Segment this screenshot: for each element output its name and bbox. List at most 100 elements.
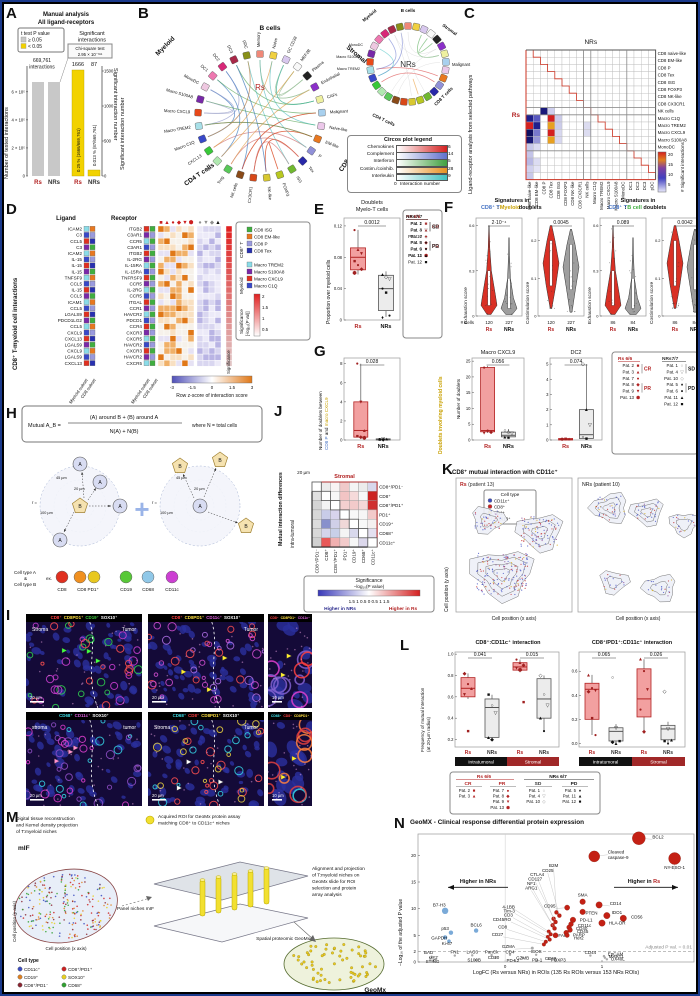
heatmap-cell bbox=[590, 64, 599, 72]
cell-dot bbox=[503, 556, 505, 559]
ytick: 0.2 bbox=[572, 717, 578, 722]
cell-dot bbox=[520, 563, 522, 565]
col-label: Macro CXCL9 bbox=[606, 181, 611, 209]
speck bbox=[59, 804, 62, 806]
heat-cell bbox=[169, 280, 177, 288]
row-label: Macro C1Q bbox=[658, 116, 681, 121]
violin-dot bbox=[510, 266, 512, 268]
cell-dot bbox=[533, 518, 535, 520]
point-symbol: ▽ bbox=[510, 431, 514, 437]
cell-dot bbox=[597, 502, 600, 504]
cell-dot bbox=[535, 538, 537, 540]
cell-dot bbox=[650, 580, 653, 583]
mif-cell-dot bbox=[21, 896, 23, 899]
radius-100: 100 µm bbox=[40, 511, 53, 515]
mif-cell-dot bbox=[63, 919, 65, 921]
mif-cell-dot bbox=[98, 911, 101, 914]
col-label: pDC bbox=[649, 182, 654, 191]
mif-cell-dot bbox=[38, 892, 41, 895]
circos-label: ISG bbox=[295, 175, 303, 184]
heat-cell bbox=[214, 329, 222, 336]
sig-cell bbox=[225, 335, 233, 343]
cell-dot bbox=[477, 579, 479, 581]
cell-dot bbox=[513, 554, 515, 557]
cell-dot bbox=[673, 522, 675, 524]
mif-cell-dot bbox=[86, 903, 89, 906]
ytick: 0.2 bbox=[655, 238, 661, 243]
mif-cell-dot bbox=[74, 933, 76, 936]
heatmap-cell bbox=[604, 85, 613, 94]
heatmap-cell bbox=[561, 107, 570, 115]
l-ylabel: Frequency of mutual interaction bbox=[420, 687, 425, 752]
heatmap-cell-sig bbox=[547, 121, 555, 130]
cell-dot bbox=[618, 498, 620, 500]
n-ylabel: −Log₁₀ of the adjusted P value bbox=[398, 898, 404, 966]
j-cell bbox=[311, 509, 322, 520]
j-cell bbox=[348, 537, 359, 548]
heatmap-cell bbox=[619, 49, 628, 58]
mif-cell-dot bbox=[68, 922, 71, 924]
cell-dot bbox=[532, 539, 534, 541]
cell-dot bbox=[481, 518, 484, 520]
heatmap-cell bbox=[540, 150, 548, 159]
contour bbox=[639, 574, 676, 603]
tile-header: CD8⁺ CD8PD1⁺ CD11c⁺ bbox=[268, 614, 312, 622]
heatmap-cell bbox=[540, 100, 548, 108]
cell-ring bbox=[135, 764, 142, 772]
cell-a bbox=[72, 456, 88, 472]
speck bbox=[83, 671, 86, 673]
speck bbox=[198, 651, 201, 654]
mif-cell-dot bbox=[44, 887, 46, 889]
cell-dot bbox=[485, 516, 487, 518]
marker-label: CD8⁺ bbox=[270, 616, 279, 620]
nucleus bbox=[31, 647, 42, 655]
heat-cell bbox=[214, 311, 222, 318]
heatmap-cell bbox=[612, 136, 620, 144]
volcano-point bbox=[534, 953, 538, 956]
nucleus bbox=[221, 666, 225, 672]
radius-100: 100 µm bbox=[160, 511, 173, 515]
cell-dot bbox=[518, 588, 520, 590]
cell-dot bbox=[643, 505, 646, 507]
receptor-chip-cd8 bbox=[149, 317, 156, 324]
mif-cell-dot bbox=[56, 892, 58, 895]
gene-label: Cleaved bbox=[608, 850, 625, 855]
heatmap-cell bbox=[568, 128, 577, 137]
cbar-tick: 10 bbox=[668, 172, 673, 177]
j-cell bbox=[330, 528, 341, 539]
heat-cell bbox=[202, 256, 210, 263]
cell-ring bbox=[236, 675, 245, 684]
j-col-label: PD1⁺ bbox=[342, 549, 347, 561]
speck bbox=[300, 705, 303, 708]
circos-segment-pDC bbox=[395, 22, 404, 31]
heat-cell bbox=[157, 311, 165, 318]
nucleus bbox=[105, 768, 111, 774]
circos-segment-GC CD38 bbox=[281, 55, 291, 65]
roi-cylinder bbox=[247, 870, 254, 908]
heat-cell bbox=[196, 335, 204, 343]
violin-dot bbox=[573, 262, 575, 264]
heatmap-cell bbox=[648, 114, 656, 123]
ligand-chip-cd8 bbox=[89, 281, 96, 287]
heatmap-cell bbox=[633, 143, 642, 152]
nucleus bbox=[248, 801, 258, 806]
speck bbox=[161, 758, 164, 760]
circos-segment-Macro TREM2 bbox=[366, 66, 375, 75]
m-leg-dot bbox=[17, 966, 23, 972]
ytick: 0 bbox=[468, 438, 471, 443]
nucleus bbox=[39, 628, 45, 634]
circos-segment-DC2 bbox=[217, 62, 228, 72]
sig-cell bbox=[225, 225, 233, 233]
speck bbox=[199, 803, 202, 805]
sig-cell bbox=[225, 298, 233, 306]
mif-cell-dot bbox=[85, 933, 88, 936]
heat-cell bbox=[214, 335, 222, 343]
heat-cell bbox=[187, 298, 195, 306]
heatmap-cell bbox=[590, 57, 599, 65]
cell-dot bbox=[523, 568, 525, 570]
chord bbox=[391, 48, 437, 92]
nucleus bbox=[26, 633, 32, 642]
cell-dot bbox=[486, 524, 488, 526]
heatmap-cell bbox=[561, 78, 570, 87]
heatmap-cell-sig bbox=[547, 107, 555, 115]
